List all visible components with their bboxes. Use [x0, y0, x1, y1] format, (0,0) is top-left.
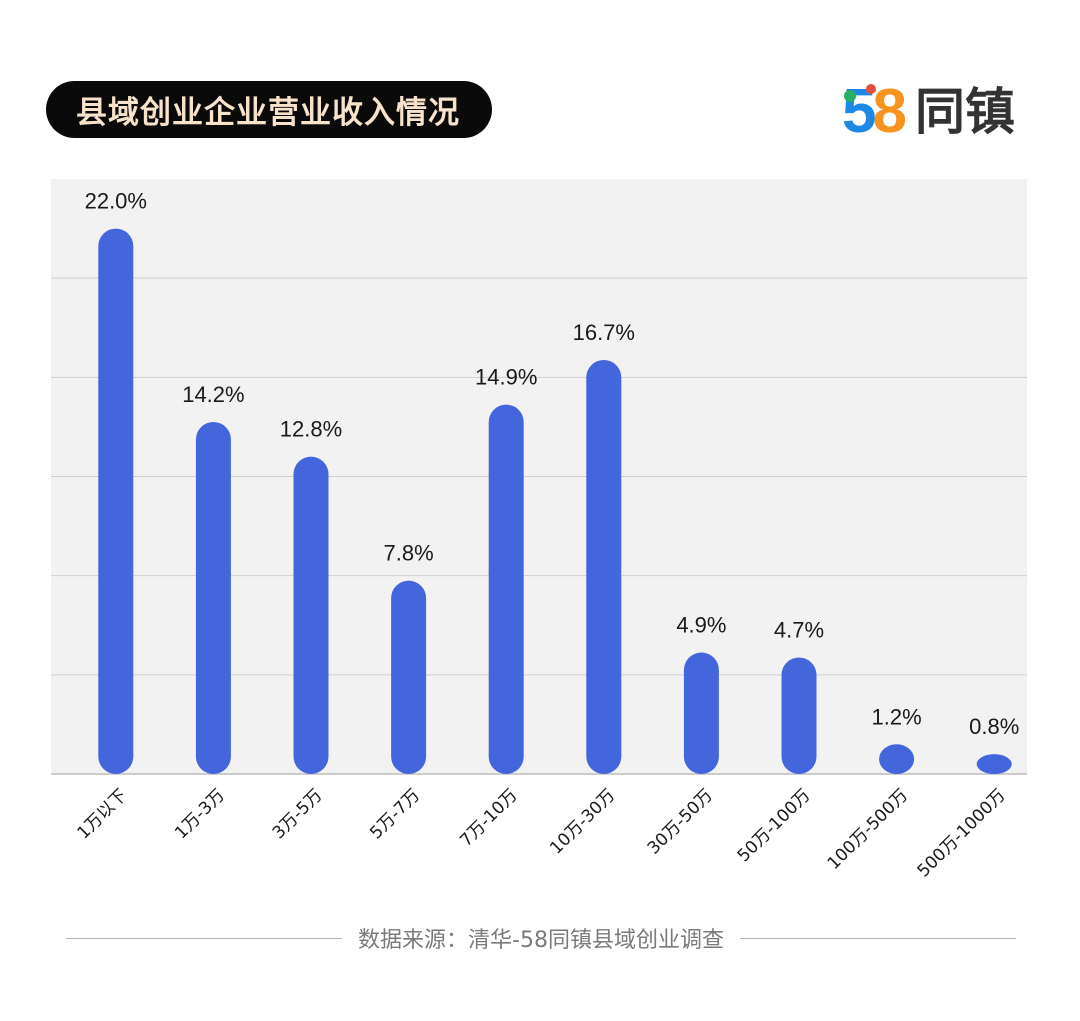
bar [293, 456, 329, 774]
x-tick-label: 7万-10万 [456, 785, 521, 850]
x-tick-label: 50万-100万 [734, 785, 815, 866]
data-label: 14.9% [475, 365, 537, 390]
footer-rule-left [66, 937, 343, 939]
chart-title-pill: 县域创业企业营业收入情况 [46, 81, 492, 138]
source-footer: 数据来源：清华-58同镇县域创业调查 [66, 918, 1016, 958]
footer-rule-right [739, 937, 1016, 939]
bar [683, 652, 719, 774]
x-tick-label: 30万-50万 [644, 785, 717, 858]
data-label: 4.7% [774, 617, 824, 642]
x-tick-label: 1万以下 [73, 785, 131, 843]
data-label: 1.2% [872, 704, 922, 729]
brand-logo: 5 8 同镇 [842, 80, 1015, 144]
logo-text: 同镇 [914, 83, 1015, 141]
x-tick-label: 1万-3万 [171, 785, 229, 843]
bar [195, 421, 231, 774]
data-label: 16.7% [573, 320, 635, 345]
data-label: 7.8% [384, 541, 434, 566]
source-note: 数据来源：清华-58同镇县域创业调查 [358, 928, 724, 953]
bar [879, 744, 915, 774]
data-label: 4.9% [676, 613, 726, 638]
bar [781, 657, 817, 774]
data-label: 12.8% [280, 417, 342, 442]
bar [976, 754, 1012, 774]
bar [391, 580, 427, 774]
data-label: 14.2% [182, 382, 244, 407]
logo-dot-red [866, 84, 876, 94]
x-tick-label: 3万-5万 [269, 785, 327, 843]
x-tick-label: 100万-500万 [824, 785, 912, 873]
chart-title: 县域创业企业营业收入情况 [76, 95, 460, 131]
bar [98, 228, 134, 775]
data-label: 0.8% [969, 714, 1019, 739]
logo-dot-green [844, 90, 856, 102]
x-tick-label: 10万-30万 [546, 785, 619, 858]
logo-digit-8: 8 [872, 77, 907, 146]
bar [586, 359, 622, 774]
bar [488, 404, 524, 774]
data-label: 22.0% [85, 189, 147, 214]
x-tick-label: 5万-7万 [366, 785, 424, 843]
x-tick-label: 500万-1000万 [914, 785, 1010, 881]
